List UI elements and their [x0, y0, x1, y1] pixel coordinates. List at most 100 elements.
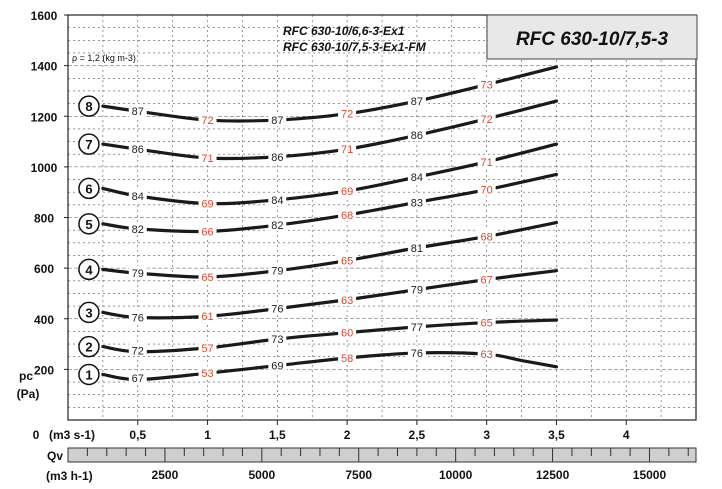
red-value-label: 65: [481, 318, 493, 330]
black-label-bg: [407, 195, 426, 209]
model-line-1: RFC 630-10/6,6-3-Ex1: [283, 24, 405, 38]
black-value-label: 72: [132, 345, 144, 357]
red-label-bg: [338, 253, 357, 267]
y-tick-label: 1400: [31, 60, 58, 74]
curve-number-label: 8: [85, 99, 92, 114]
grid-layer: [68, 15, 696, 420]
black-label-bg: [268, 218, 287, 232]
curve-number-circle: [78, 301, 100, 324]
black-label-bg: [268, 332, 287, 345]
qv-symbol: Qv: [47, 449, 63, 463]
curve-number-circle: [78, 258, 100, 281]
red-label-bg: [338, 207, 357, 221]
red-value-label: 65: [201, 272, 213, 284]
red-label-bg: [338, 183, 357, 197]
curve-number-circle: [78, 177, 100, 200]
red-value-label: 69: [341, 186, 353, 198]
m3h-tick-label: 7500: [345, 468, 372, 482]
black-value-label: 79: [132, 268, 144, 280]
curve-number-label: 1: [85, 367, 92, 382]
red-value-label: 66: [201, 226, 213, 238]
black-value-label: 87: [411, 96, 423, 108]
black-label-bg: [268, 301, 287, 315]
black-label-bg: [407, 319, 426, 333]
red-label-bg: [198, 196, 217, 210]
black-value-label: 73: [271, 334, 283, 346]
black-label-bg: [128, 371, 147, 385]
curve-number-circle: [78, 363, 100, 386]
red-value-label: 53: [201, 368, 213, 380]
y-tick-label: 200: [34, 363, 54, 377]
red-value-label: 63: [341, 295, 353, 307]
black-label-bg: [128, 142, 147, 156]
black-value-label: 84: [411, 172, 423, 184]
black-label-bg: [407, 94, 426, 108]
curve-number-circle: [78, 133, 100, 155]
x-tick-label: 1,5: [269, 428, 286, 442]
m3h-tick-label: 5000: [248, 468, 275, 482]
red-value-label: 72: [341, 109, 353, 121]
black-value-label: 76: [132, 312, 144, 324]
y-tick-label: 1600: [31, 9, 58, 23]
fan-curve-7: [101, 99, 559, 161]
x-tick-label: 4: [623, 428, 630, 442]
black-label-bg: [128, 104, 147, 118]
black-value-label: 82: [271, 220, 283, 232]
x-tick-label: 0,5: [129, 428, 146, 442]
black-value-label: 67: [132, 373, 144, 385]
y-tick-label: 1000: [31, 161, 58, 175]
black-label-bg: [128, 343, 147, 357]
black-label-bg: [407, 240, 426, 254]
black-label-bg: [407, 345, 426, 359]
red-value-label: 68: [481, 231, 493, 243]
curve-number-label: 4: [85, 262, 93, 277]
red-label-bg: [477, 272, 496, 286]
black-label-bg: [268, 263, 287, 277]
red-label-bg: [198, 340, 217, 354]
red-label-bg: [477, 182, 496, 196]
red-label-bg: [198, 366, 217, 380]
black-value-label: 82: [132, 224, 144, 236]
red-label-bg: [198, 113, 217, 127]
red-label-bg: [198, 151, 217, 165]
red-label-bg: [338, 106, 357, 120]
chart-title: RFC 630-10/7,5-3: [516, 29, 669, 50]
black-label-bg: [128, 266, 147, 280]
red-label-bg: [338, 142, 357, 156]
x-tick-label: 3,5: [548, 428, 565, 442]
black-value-label: 76: [411, 348, 423, 360]
red-value-label: 71: [201, 153, 213, 165]
x-tick-label: 3: [483, 428, 490, 442]
red-value-label: 70: [481, 185, 493, 197]
curve-number-circle: [78, 335, 100, 358]
black-value-label: 79: [271, 266, 283, 278]
red-label-bg: [338, 350, 357, 364]
curve-number-label: 2: [85, 340, 92, 355]
m3h-scale-ticks: 2500 5000 7500 10000 12500 15000: [86, 448, 689, 482]
curve-number-label: 6: [85, 181, 92, 196]
m3h-tick-label: 15000: [633, 468, 667, 482]
y-axis-symbol: pc: [19, 369, 33, 383]
black-value-label: 86: [132, 144, 144, 156]
red-value-label: 60: [341, 328, 353, 340]
black-label-bg: [407, 170, 426, 183]
x-tick-label: 2,5: [409, 428, 426, 442]
red-value-label: 65: [341, 256, 353, 268]
red-label-bg: [477, 154, 496, 168]
red-label-bg: [198, 309, 217, 323]
m3h-tick-label: 10000: [439, 468, 473, 482]
curve-number-label: 5: [85, 217, 92, 232]
black-label-bg: [268, 358, 287, 372]
red-value-label: 67: [481, 275, 493, 287]
red-value-label: 71: [341, 144, 353, 156]
m3h-tick-label: 12500: [536, 468, 570, 482]
black-label-bg: [268, 149, 287, 163]
black-label-bg: [268, 113, 287, 127]
curve-number-label: 7: [85, 137, 92, 152]
black-value-label: 76: [271, 304, 283, 316]
red-label-bg: [338, 325, 357, 339]
y-tick-label: 400: [34, 313, 54, 327]
